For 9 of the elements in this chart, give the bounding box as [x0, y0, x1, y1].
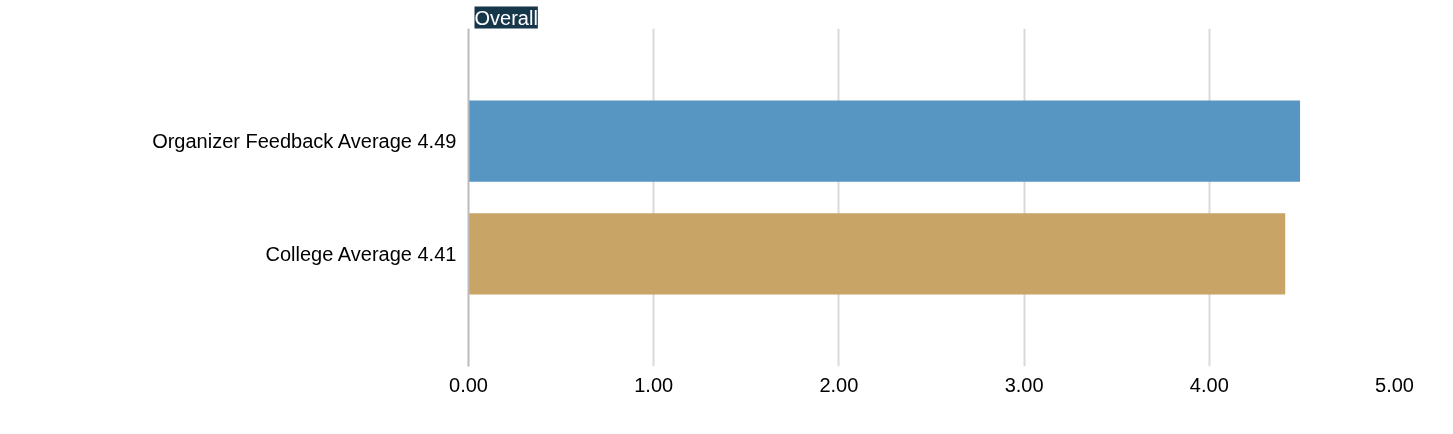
chart-title: Overall — [474, 6, 538, 29]
x-tick-label: 2.00 — [819, 373, 859, 396]
x-tick-label: 4.00 — [1189, 373, 1229, 396]
y-tick-label: Organizer Feedback Average 4.49 — [152, 130, 457, 153]
x-tick-label: 5.00 — [1375, 373, 1414, 396]
x-tick-label: 0.00 — [449, 373, 488, 396]
x-tick-label: 3.00 — [1004, 373, 1044, 396]
y-tick-label: College Average 4.41 — [265, 242, 457, 265]
x-tick-label: 1.00 — [634, 373, 674, 396]
